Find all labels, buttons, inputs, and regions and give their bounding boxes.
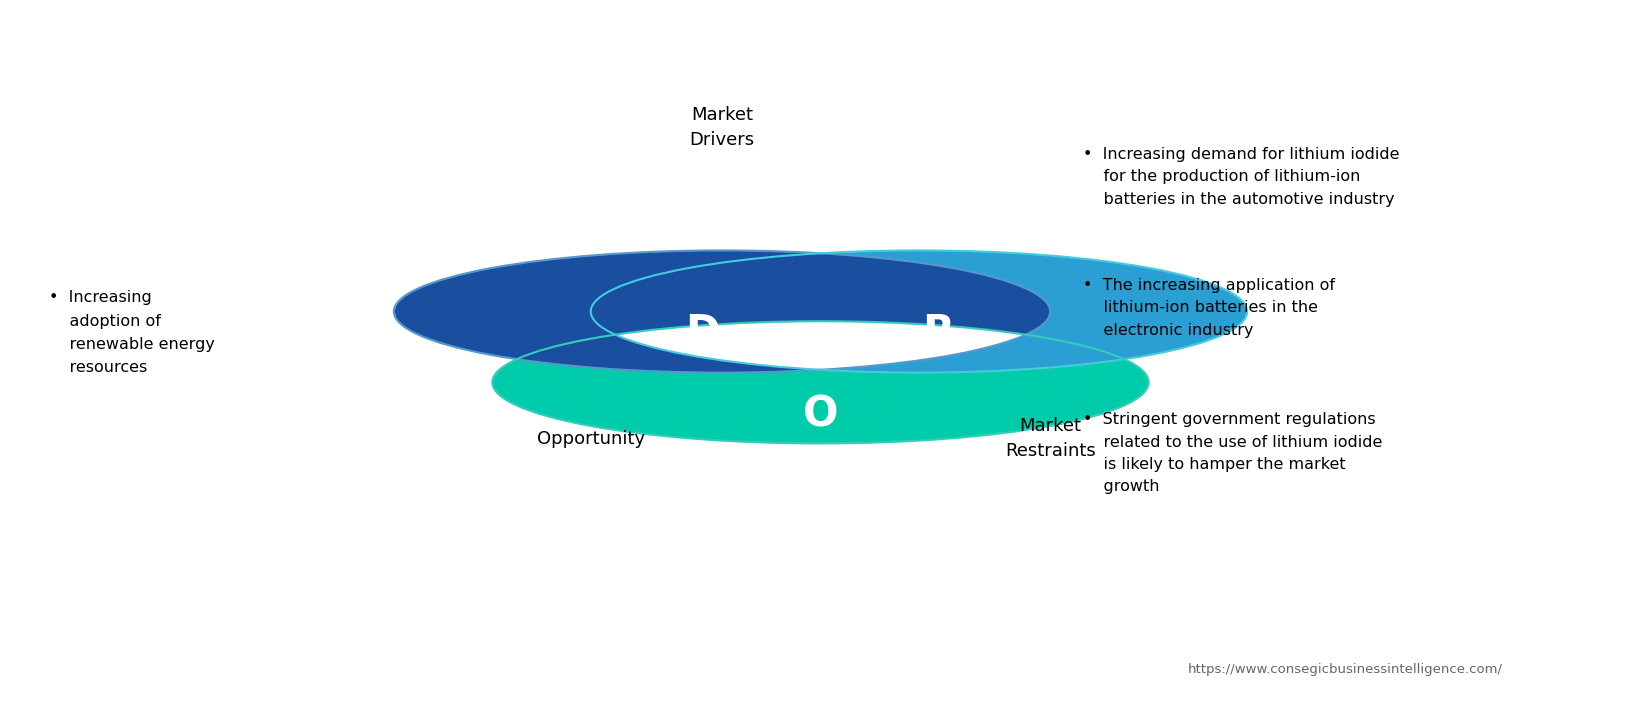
Text: •  Stringent government regulations
    related to the use of lithium iodide
   : • Stringent government regulations relat… bbox=[1083, 412, 1382, 494]
Text: •  Increasing
    adoption of
    renewable energy
    resources: • Increasing adoption of renewable energ… bbox=[49, 290, 215, 375]
Text: R: R bbox=[922, 312, 955, 354]
Text: O: O bbox=[802, 393, 839, 435]
Text: https://www.consegicbusinessintelligence.com/: https://www.consegicbusinessintelligence… bbox=[1188, 663, 1503, 675]
Text: •  The increasing application of
    lithium-ion batteries in the
    electronic: • The increasing application of lithium-… bbox=[1083, 278, 1336, 338]
Text: •  Increasing demand for lithium iodide
    for the production of lithium-ion
  : • Increasing demand for lithium iodide f… bbox=[1083, 147, 1400, 207]
Text: Market
Drivers: Market Drivers bbox=[689, 106, 755, 149]
Text: Market
Restraints: Market Restraints bbox=[1004, 418, 1096, 460]
Text: D: D bbox=[684, 312, 720, 354]
Text: Opportunity: Opportunity bbox=[537, 430, 645, 448]
